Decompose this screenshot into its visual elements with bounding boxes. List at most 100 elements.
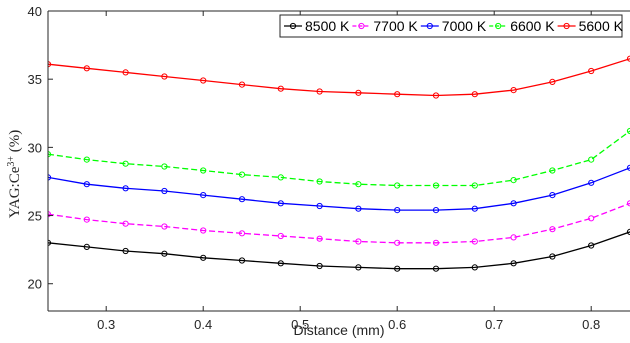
legend-entry: 7700 K bbox=[352, 18, 418, 34]
legend-box bbox=[279, 14, 623, 38]
y-tick-label: 20 bbox=[28, 277, 42, 292]
series-5 bbox=[48, 55, 630, 99]
data-point bbox=[316, 235, 323, 242]
data-point bbox=[83, 65, 90, 72]
legend-swatch-marker bbox=[563, 22, 570, 30]
series-line bbox=[48, 202, 630, 244]
data-point bbox=[432, 92, 440, 99]
data-point bbox=[588, 156, 595, 163]
data-point bbox=[549, 253, 556, 260]
data-point bbox=[549, 226, 556, 233]
legend-entry: 6600 K bbox=[489, 18, 555, 34]
data-point bbox=[316, 178, 323, 185]
y-axis-title-superscript: 3+ bbox=[6, 156, 17, 167]
data-point bbox=[626, 55, 630, 62]
data-point bbox=[471, 182, 478, 189]
data-point bbox=[355, 264, 362, 271]
data-point bbox=[316, 262, 323, 270]
data-point bbox=[626, 127, 630, 135]
legend-entry: 7000 K bbox=[420, 18, 487, 34]
data-point bbox=[471, 264, 478, 271]
data-point bbox=[549, 167, 556, 174]
data-point bbox=[510, 87, 517, 94]
legend-label: 7000 K bbox=[442, 18, 487, 34]
legend-entry: 8500 K bbox=[284, 18, 350, 34]
legend-swatch-marker bbox=[289, 22, 297, 30]
x-tick-label: 0.7 bbox=[485, 317, 503, 332]
data-point bbox=[277, 232, 284, 240]
data-point bbox=[277, 260, 284, 267]
data-point bbox=[588, 179, 595, 186]
data-point bbox=[626, 200, 630, 207]
data-point bbox=[549, 192, 556, 199]
series-line bbox=[48, 167, 630, 211]
data-point bbox=[471, 238, 478, 245]
data-point bbox=[238, 81, 246, 88]
legend-label: 8500 K bbox=[305, 18, 350, 34]
data-point bbox=[432, 265, 440, 272]
series-1 bbox=[48, 228, 630, 272]
y-tick-label: 40 bbox=[28, 4, 42, 19]
data-point bbox=[510, 177, 517, 184]
x-axis-title: Distance (mm) bbox=[293, 322, 384, 338]
data-point bbox=[83, 181, 90, 188]
legend-swatch-marker bbox=[495, 22, 502, 30]
data-point bbox=[238, 171, 246, 178]
plot-area bbox=[48, 55, 630, 272]
data-point bbox=[355, 181, 362, 188]
data-point bbox=[200, 167, 207, 174]
legend-entry: 5600 K bbox=[557, 18, 624, 34]
legend: 8500 K 7700 K 7000 K 6600 K 5600 K bbox=[279, 14, 624, 38]
data-point bbox=[122, 220, 129, 227]
data-point bbox=[471, 205, 478, 212]
data-point bbox=[277, 200, 284, 207]
data-point bbox=[122, 247, 129, 255]
data-point bbox=[277, 85, 284, 92]
data-point bbox=[394, 207, 401, 214]
data-point bbox=[355, 205, 362, 212]
data-point bbox=[200, 227, 207, 234]
y-axis-title-main: YAG:Ce bbox=[7, 166, 23, 218]
data-point bbox=[626, 164, 630, 171]
y-axis-title-unit: (%) bbox=[7, 130, 23, 156]
data-point bbox=[588, 242, 595, 249]
data-point bbox=[432, 182, 440, 189]
series-2 bbox=[48, 200, 630, 246]
legend-swatch-marker bbox=[358, 22, 365, 30]
data-point bbox=[161, 250, 168, 257]
data-point bbox=[83, 156, 90, 163]
data-point bbox=[122, 69, 129, 76]
x-tick-label: 0.4 bbox=[194, 317, 212, 332]
series-3 bbox=[48, 164, 630, 214]
data-point bbox=[626, 228, 630, 235]
series-line bbox=[48, 58, 630, 97]
y-axis-title: YAG:Ce3+ (%) bbox=[6, 130, 23, 219]
data-point bbox=[238, 196, 246, 203]
data-point bbox=[471, 91, 478, 98]
series-line bbox=[48, 231, 630, 270]
data-point bbox=[588, 67, 595, 75]
series-line bbox=[48, 130, 630, 187]
data-point bbox=[238, 230, 246, 237]
x-tick-label: 0.3 bbox=[97, 317, 115, 332]
data-point bbox=[161, 73, 168, 80]
data-point bbox=[549, 78, 556, 86]
data-point bbox=[161, 187, 168, 195]
data-point bbox=[432, 239, 440, 246]
x-tick-label: 0.8 bbox=[582, 317, 600, 332]
y-tick-label: 30 bbox=[28, 140, 42, 155]
data-point bbox=[394, 182, 401, 189]
data-point bbox=[316, 202, 323, 210]
data-point bbox=[316, 88, 323, 95]
data-point bbox=[161, 223, 168, 230]
data-point bbox=[83, 216, 90, 223]
legend-label: 7700 K bbox=[373, 18, 418, 34]
y-tick-label: 35 bbox=[28, 72, 42, 87]
data-point bbox=[200, 254, 207, 261]
data-point bbox=[394, 265, 401, 272]
data-point bbox=[83, 243, 90, 250]
legend-label: 6600 K bbox=[510, 18, 555, 34]
data-point bbox=[200, 77, 207, 84]
legend-swatch-marker bbox=[426, 22, 433, 30]
